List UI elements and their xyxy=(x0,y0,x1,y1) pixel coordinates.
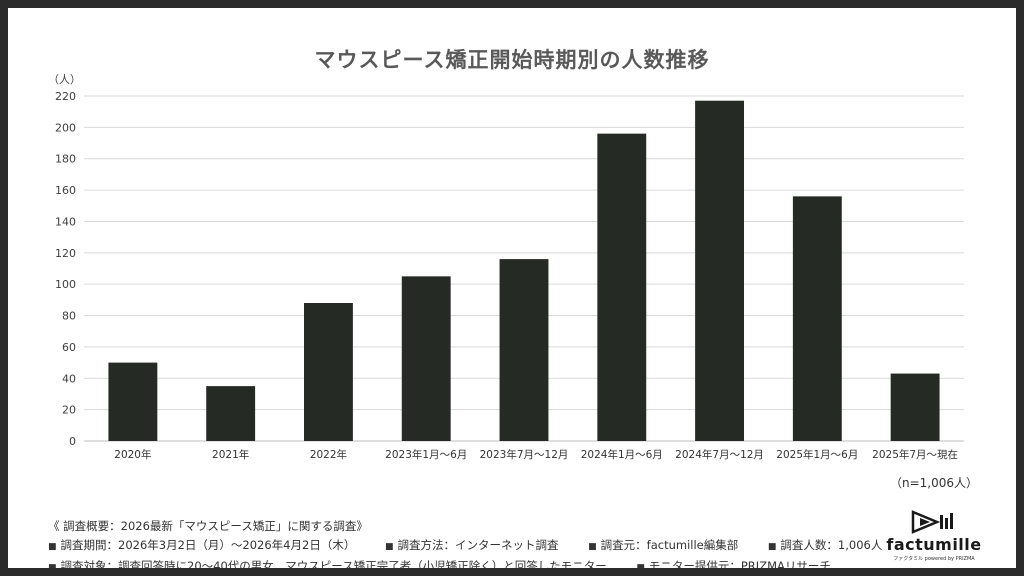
y-tick-label: 140 xyxy=(55,215,76,228)
x-tick-label: 2021年 xyxy=(212,448,249,461)
x-tick-label: 2023年1月〜6月 xyxy=(385,448,467,461)
survey-count: ■ 調査人数：1,006人 xyxy=(767,538,883,552)
x-tick-label: 2023年7月〜12月 xyxy=(480,448,569,461)
x-tick-label: 2025年1月〜6月 xyxy=(776,448,858,461)
bar xyxy=(206,386,256,441)
bar xyxy=(108,362,158,441)
y-tick-label: 60 xyxy=(62,341,76,354)
bar xyxy=(695,100,744,442)
logo-mark-icon xyxy=(911,510,953,534)
x-tick-label: 2024年1月〜6月 xyxy=(581,448,663,461)
x-tick-label: 2022年 xyxy=(310,448,347,461)
y-tick-label: 100 xyxy=(55,278,76,291)
y-tick-label: 220 xyxy=(55,90,76,103)
survey-provider: ■ モニター提供元：PRIZMAリサーチ xyxy=(636,559,831,568)
y-tick-label: 80 xyxy=(62,310,76,323)
bar xyxy=(890,373,940,441)
bar xyxy=(597,133,647,441)
logo-wordmark: factumille xyxy=(886,535,982,554)
y-tick-label: 180 xyxy=(55,153,76,166)
bar xyxy=(792,196,842,441)
infographic-page: マウスピース矯正開始時期別の人数推移 （人） 0 20 40 60 80 100 120 14… xyxy=(8,8,1016,568)
overview-heading: 《 調査概要：2026最新「マウスピース矯正」に関する調査》 xyxy=(48,519,368,533)
survey-source: ■ 調査元：factumille編集部 xyxy=(588,538,739,552)
bar xyxy=(304,303,353,441)
bar xyxy=(401,276,451,441)
x-tick-label: 2025年7月〜現在 xyxy=(872,448,958,461)
y-axis-unit-label: （人） xyxy=(48,73,81,86)
y-tick-label: 200 xyxy=(55,121,76,134)
survey-period: ■ 調査期間：2026年3月2日（月）〜2026年4月2日（木） xyxy=(48,538,356,552)
survey-overview: 《 調査概要：2026最新「マウスピース矯正」に関する調査》 ■ 調査期間：202… xyxy=(48,517,908,568)
sample-size-note: （n=1,006人） xyxy=(889,476,978,490)
chart-title: マウスピース矯正開始時期別の人数推移 xyxy=(314,48,710,72)
bar-chart: 0 20 40 60 80 100 120 140 160 180 200 220 2020年 2021年… xyxy=(55,90,964,461)
survey-method: ■ 調査方法：インターネット調査 xyxy=(384,538,559,552)
bar xyxy=(499,259,549,441)
y-tick-label: 0 xyxy=(69,435,76,448)
y-tick-label: 40 xyxy=(62,372,76,385)
survey-target: ■ 調査対象：調査回答時に20〜40代の男女、マウスピース矯正完了者（小児矯正除く… xyxy=(48,559,607,568)
x-tick-label: 2024年7月〜12月 xyxy=(675,448,764,461)
y-tick-label: 20 xyxy=(62,404,76,417)
factumille-logo: factumille ファクタミル powered by PRIZMA xyxy=(884,510,984,568)
logo-subtext: ファクタミル powered by PRIZMA xyxy=(893,556,975,562)
y-tick-label: 160 xyxy=(55,184,76,197)
y-tick-label: 120 xyxy=(55,247,76,260)
x-tick-label: 2020年 xyxy=(114,448,151,461)
